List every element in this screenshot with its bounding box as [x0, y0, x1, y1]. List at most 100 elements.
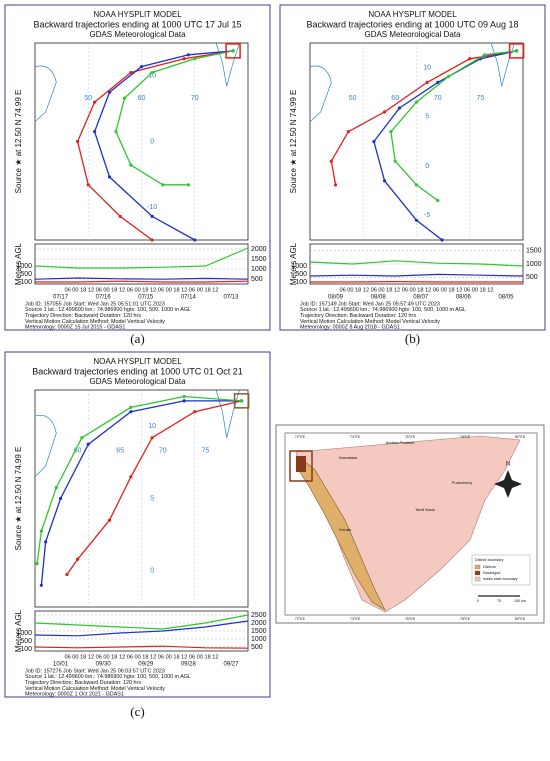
label: 75: [477, 95, 485, 102]
label: GDAS Meteorological Data: [89, 377, 186, 386]
label: 1000: [251, 636, 267, 643]
label: 1000: [251, 266, 267, 273]
trajectory-marker: [123, 97, 126, 100]
label: NOAA HYSPLIT MODEL: [93, 10, 182, 19]
trajectory-marker: [129, 164, 132, 167]
label: 06 00 18 12 06 00 18 12 06 00 18 12 06 0…: [65, 654, 219, 660]
label: Indian state boundary: [483, 577, 518, 581]
label: 1500: [526, 248, 542, 255]
label: 500: [526, 274, 538, 281]
label: 0: [150, 138, 154, 145]
label: GDAS Meteorological Data: [89, 30, 186, 39]
label: 07/13: [223, 295, 239, 301]
label: 09/30: [96, 662, 112, 668]
trajectory-marker: [193, 410, 196, 413]
label: (c): [130, 704, 144, 719]
label: Backward trajectories ending at 1000 UTC…: [306, 19, 518, 29]
trajectory-marker: [140, 65, 143, 68]
label: 10/01: [53, 662, 69, 668]
label: Puducherry: [452, 480, 472, 485]
label: -5: [424, 212, 430, 219]
trajectory-marker: [151, 238, 154, 241]
trajectory-marker: [183, 399, 186, 402]
label: 10: [148, 423, 156, 430]
trajectory-marker: [515, 49, 518, 52]
trajectory-marker: [389, 130, 392, 133]
label: 70: [159, 448, 167, 455]
label: Andhra Pradesh: [386, 440, 415, 445]
label: 50: [84, 95, 92, 102]
label: 10: [423, 64, 431, 71]
trajectory-marker: [240, 399, 243, 402]
label: Tamil Nadu: [415, 507, 435, 512]
trajectory-marker: [447, 75, 450, 78]
trajectory-marker: [108, 519, 111, 522]
label: 07/16: [96, 295, 112, 301]
trajectory-marker: [93, 101, 96, 104]
trajectory-marker: [76, 140, 79, 143]
label: 60: [391, 95, 399, 102]
label: 09/28: [181, 662, 197, 668]
label: Kerala: [339, 527, 351, 532]
trajectory-marker: [151, 71, 154, 74]
label: 1000: [526, 261, 542, 268]
label: 70: [434, 95, 442, 102]
trajectory-marker: [151, 436, 154, 439]
label: NOAA HYSPLIT MODEL: [93, 357, 182, 366]
label: 74°0'E: [350, 617, 361, 621]
trajectory-marker: [415, 183, 418, 186]
trajectory-marker: [161, 183, 164, 186]
label: 08/06: [456, 295, 472, 301]
label: 75: [202, 448, 210, 455]
label: 76°0'E: [405, 617, 416, 621]
label: Source ★ at 12.50 N 74.99 E: [14, 447, 23, 551]
label: (b): [405, 331, 420, 346]
label: Meters AGL: [14, 242, 23, 285]
label: Districts: [483, 565, 496, 569]
label: Meters AGL: [289, 242, 298, 285]
trajectory-marker: [36, 562, 39, 565]
label: District boundary: [475, 558, 504, 562]
trajectory-marker: [40, 529, 43, 532]
label: 08/08: [371, 295, 387, 301]
label: 0: [150, 568, 154, 575]
label: Backward trajectories ending at 1000 UTC…: [33, 19, 241, 29]
label: Karnataka: [339, 455, 358, 460]
label: 07/15: [138, 295, 154, 301]
label: Meters AGL: [14, 609, 23, 652]
label: Kasaragod: [483, 571, 500, 575]
trajectory-marker: [183, 395, 186, 398]
trajectory-marker: [334, 183, 337, 186]
trajectory-marker: [231, 49, 234, 52]
label: 0: [477, 599, 479, 603]
label: 1500: [251, 628, 267, 635]
label: -10: [147, 204, 157, 211]
trajectory-marker: [87, 443, 90, 446]
label: 75: [497, 599, 501, 603]
label: 65: [116, 448, 124, 455]
label: 150 km: [514, 599, 526, 603]
label: 07/14: [181, 295, 197, 301]
kasaragod: [296, 456, 306, 472]
label: 07/17: [53, 295, 69, 301]
trajectory-marker: [426, 81, 429, 84]
label: 76°0'E: [405, 435, 416, 439]
label: 0: [425, 163, 429, 170]
label: 70: [191, 95, 199, 102]
label: 72°0'E: [295, 617, 306, 621]
trajectory-marker: [129, 475, 132, 478]
label: 60: [138, 95, 146, 102]
label: 08/05: [498, 295, 514, 301]
label: N: [506, 462, 510, 468]
label: NOAA HYSPLIT MODEL: [368, 10, 457, 19]
legend-swatch: [475, 571, 480, 575]
label: 78°0'E: [460, 435, 471, 439]
label: 78°0'E: [460, 617, 471, 621]
label: 2000: [251, 620, 267, 627]
label: 09/29: [138, 662, 154, 668]
trajectory-marker: [415, 219, 418, 222]
trajectory-marker: [151, 215, 154, 218]
trajectory-marker: [193, 238, 196, 241]
trajectory-marker: [468, 57, 471, 60]
